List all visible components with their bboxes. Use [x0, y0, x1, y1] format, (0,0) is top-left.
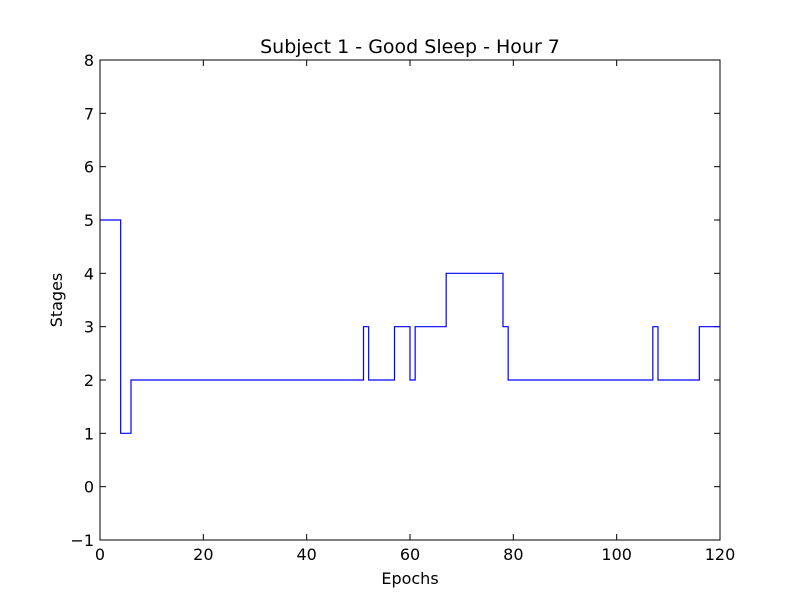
x-tick-label: 100: [601, 545, 632, 564]
x-tick-label: 120: [705, 545, 736, 564]
y-tick-label: 0: [84, 478, 94, 497]
y-axis-title: Stages: [47, 273, 66, 328]
y-tick-label: 6: [84, 158, 94, 177]
plot-area: [100, 60, 720, 540]
series-line: [100, 219, 720, 434]
y-tick-label: 7: [84, 104, 94, 123]
y-tick-label: 8: [84, 51, 94, 70]
y-tick-label: 1: [84, 424, 94, 443]
plot-frame: [99, 59, 721, 541]
x-tick-label: 20: [193, 545, 213, 564]
x-tick-label: 80: [503, 545, 523, 564]
x-axis-title: Epochs: [381, 569, 438, 588]
y-tick-label: 5: [84, 211, 94, 230]
x-tick-label: 60: [400, 545, 420, 564]
y-tick-label: 4: [84, 264, 94, 283]
chart-title: Subject 1 - Good Sleep - Hour 7: [260, 36, 560, 58]
y-tick-label: 3: [84, 318, 94, 337]
x-tick-label: 40: [296, 545, 316, 564]
y-tick-label: 2: [84, 371, 94, 390]
y-tick-label: −1: [70, 531, 94, 550]
x-tick-label: 0: [95, 545, 105, 564]
